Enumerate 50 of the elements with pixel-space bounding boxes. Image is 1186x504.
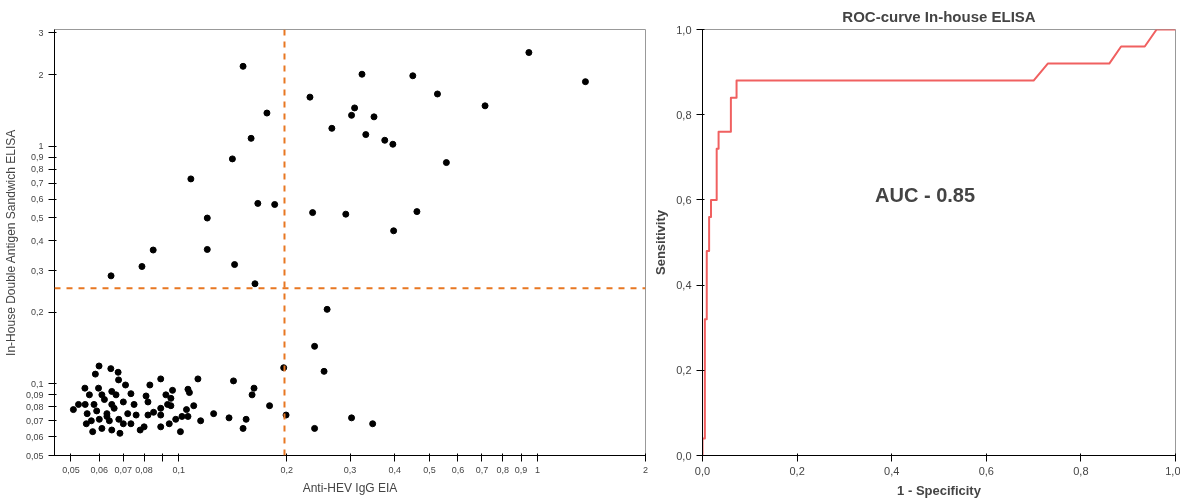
y-tick-label: 0,5 bbox=[30, 212, 44, 223]
x-tick-label: 0,0 bbox=[694, 464, 711, 477]
y-tick-label: 0,3 bbox=[30, 265, 44, 276]
y-tick-label: 0,8 bbox=[30, 164, 44, 175]
y-axis-title: In-House Double Antigen Sandwich ELISA bbox=[3, 129, 18, 356]
x-tick-label: 0,05 bbox=[62, 464, 80, 475]
x-tick-label: 0,1 bbox=[172, 464, 186, 475]
y-tick-label: 1 bbox=[38, 141, 44, 152]
y-tick-label: 0,08 bbox=[25, 401, 44, 412]
y-tick-label: 0,2 bbox=[676, 364, 692, 377]
y-tick-label: 0,07 bbox=[25, 415, 44, 426]
x-tick-label: 0,3 bbox=[343, 464, 357, 475]
y-tick-label: 0,7 bbox=[30, 178, 44, 189]
y-axis-title: Sensitivity bbox=[653, 209, 669, 276]
x-tick-label: 0,5 bbox=[423, 464, 436, 475]
y-tick-label: 0,0 bbox=[676, 449, 692, 462]
y-tick-label: 0,1 bbox=[30, 378, 44, 389]
x-tick-label: 0,6 bbox=[978, 464, 994, 477]
y-tick-label: 0,4 bbox=[30, 235, 44, 246]
y-tick-label: 0,06 bbox=[25, 431, 44, 442]
y-tick-label: 0,05 bbox=[25, 450, 44, 461]
x-tick-label: 1 bbox=[535, 464, 541, 475]
chart-title: ROC-curve In-house ELISA bbox=[842, 7, 1036, 25]
y-tick-label: 0,6 bbox=[676, 193, 692, 206]
x-tick-label: 2 bbox=[643, 464, 649, 475]
y-tick-label: 0,9 bbox=[30, 152, 44, 163]
x-tick-label: 0,4 bbox=[884, 464, 900, 477]
y-tick-label: 0,09 bbox=[25, 389, 44, 400]
x-tick-label: 0,8 bbox=[1073, 464, 1089, 477]
x-tick-label: 0,7 bbox=[475, 464, 489, 475]
x-tick-label: 0,8 bbox=[496, 464, 510, 475]
x-tick-label: 1,0 bbox=[1165, 464, 1181, 477]
x-axis-title: 1 - Specificity bbox=[897, 482, 982, 498]
annotation: AUC - 0.85 bbox=[875, 183, 976, 206]
x-tick-label: 0,06 bbox=[90, 464, 109, 475]
y-tick-label: 2 bbox=[38, 69, 44, 80]
x-tick-label: 0,08 bbox=[135, 464, 153, 475]
x-axis-title: Anti-HEV IgG EIA bbox=[302, 480, 398, 495]
y-tick-label: 0,4 bbox=[676, 279, 692, 292]
y-tick-label: 3 bbox=[38, 27, 44, 38]
y-tick-label: 1,0 bbox=[676, 23, 692, 36]
y-tick-label: 0,2 bbox=[30, 307, 44, 318]
x-tick-label: 0,6 bbox=[451, 464, 465, 475]
x-tick-label: 0,07 bbox=[114, 464, 133, 475]
y-tick-label: 0,6 bbox=[30, 194, 44, 205]
x-tick-label: 0,4 bbox=[388, 464, 402, 475]
x-tick-label: 0,2 bbox=[280, 464, 294, 475]
y-tick-label: 0,8 bbox=[676, 108, 692, 121]
x-tick-label: 0,9 bbox=[514, 464, 528, 475]
x-tick-label: 0,2 bbox=[789, 464, 805, 477]
